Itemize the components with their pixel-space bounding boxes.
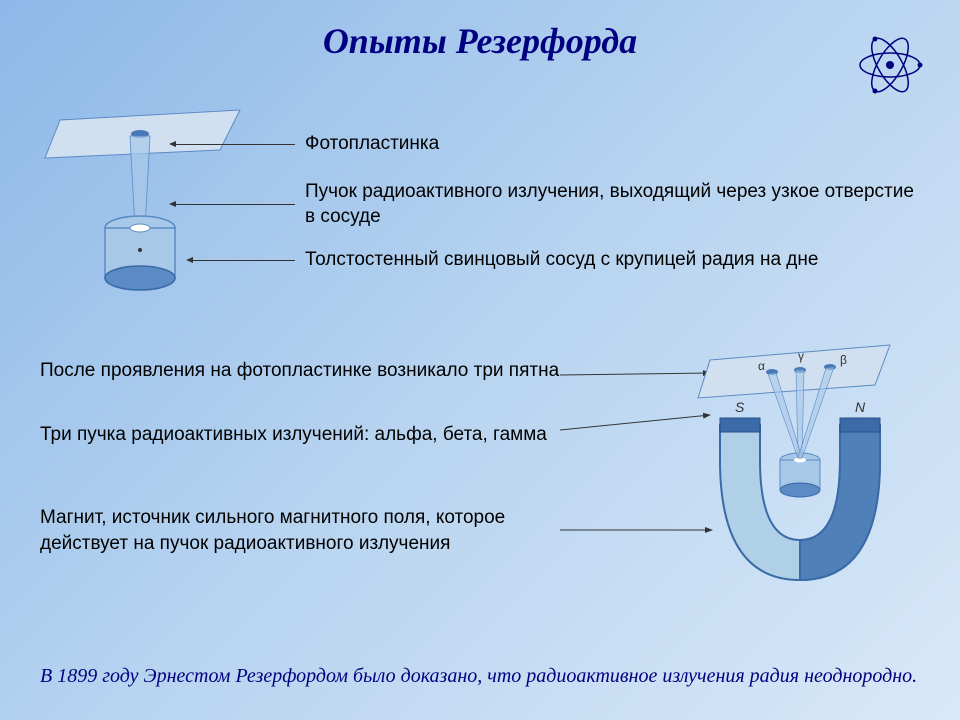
beta-label: β (840, 353, 847, 367)
diagram-magnet-setup: S N α γ β (680, 330, 920, 600)
atom-icon (855, 30, 925, 100)
alpha-label: α (758, 359, 765, 373)
text-three-beams: Три пучка радиоактивных излучений: альфа… (40, 422, 560, 448)
label-container: Толстостенный свинцовый сосуд с крупицей… (305, 248, 925, 273)
label-beam: Пучок радиоактивного излучения, выходящи… (305, 180, 925, 229)
page-title: Опыты Резерфорда (0, 0, 960, 62)
arrow-container (192, 260, 295, 261)
svg-text:S: S (735, 399, 745, 415)
arrow-plate (175, 144, 295, 145)
gamma-label: γ (798, 349, 804, 363)
label-plate: Фотопластинка (305, 132, 905, 157)
arrow-beam (175, 204, 295, 205)
svg-text:N: N (855, 399, 866, 415)
text-magnet: Магнит, источник сильного магнитного пол… (40, 505, 560, 556)
conclusion-text: В 1899 году Эрнестом Резерфордом было до… (40, 662, 920, 690)
text-three-spots: После проявления на фотопластинке возник… (40, 358, 560, 384)
